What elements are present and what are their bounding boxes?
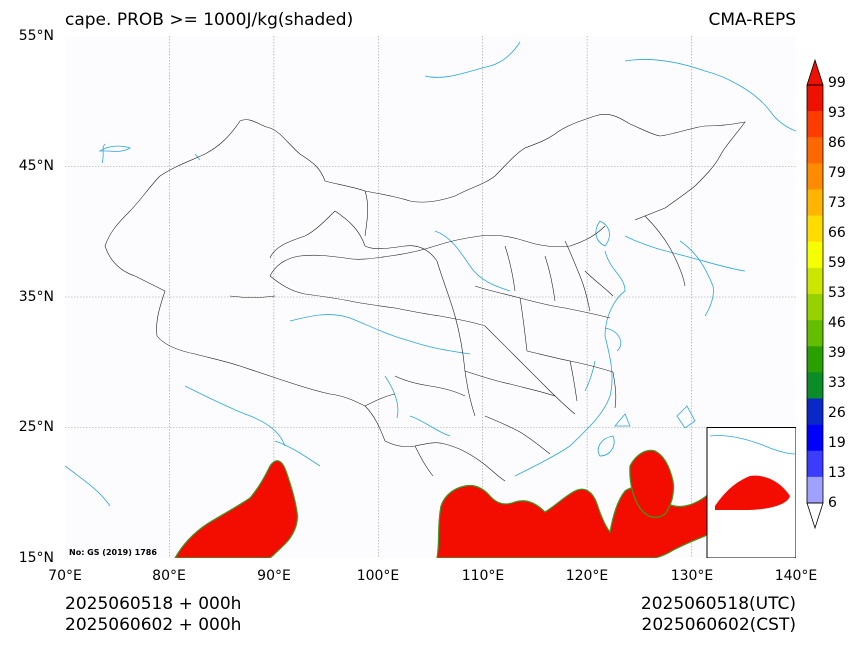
colorbar-band <box>807 215 823 243</box>
coastlines <box>65 41 796 507</box>
map-approval-number: No: GS (2019) 1786 <box>69 548 157 557</box>
colorbar-label-26: 26 <box>828 405 846 421</box>
colorbar-band <box>807 320 823 347</box>
colorbar-band <box>807 137 823 164</box>
lon-tick-70: 70°E <box>48 568 82 584</box>
model-name: CMA-REPS <box>708 10 796 30</box>
colorbar-band <box>807 294 823 321</box>
colorbar-label-99: 99 <box>828 75 846 91</box>
colorbar-label-93: 93 <box>828 105 846 121</box>
colorbar-band <box>807 189 823 216</box>
colorbar-label-79: 79 <box>828 165 846 181</box>
lon-tick-110: 110°E <box>461 568 505 584</box>
colorbar-band <box>807 398 823 425</box>
colorbar <box>806 58 824 530</box>
colorbar-label-19: 19 <box>828 435 846 451</box>
init-time-cst: 2025060602 + 000h <box>65 615 242 635</box>
lon-tick-130: 130°E <box>670 568 714 584</box>
colorbar-band <box>807 85 823 112</box>
lon-tick-90: 90°E <box>257 568 291 584</box>
colorbar-band <box>807 424 823 452</box>
colorbar-band <box>807 450 823 478</box>
lat-tick-25: 25°N <box>18 419 54 435</box>
colorbar-band <box>807 372 823 399</box>
colorbar-band <box>807 163 823 190</box>
init-forecast-times: 2025060518 + 000h 2025060602 + 000h <box>65 594 241 636</box>
colorbar-label-66: 66 <box>828 225 846 241</box>
map-title: cape. PROB >= 1000J/kg(shaded) <box>65 10 354 30</box>
colorbar-band <box>807 346 823 373</box>
lat-tick-15: 15°N <box>18 550 54 566</box>
inset-map <box>706 427 796 558</box>
lon-tick-120: 120°E <box>565 568 609 584</box>
colorbar-label-6: 6 <box>828 495 837 511</box>
colorbar-band <box>807 267 823 295</box>
lon-tick-100: 100°E <box>356 568 400 584</box>
colorbar-label-73: 73 <box>828 195 846 211</box>
colorbar-label-46: 46 <box>828 315 846 331</box>
colorbar-label-53: 53 <box>828 285 846 301</box>
lat-tick-35: 35°N <box>18 289 54 305</box>
colorbar-label-13: 13 <box>828 465 846 481</box>
map-area <box>65 36 796 558</box>
colorbar-label-33: 33 <box>828 375 846 391</box>
colorbar-band <box>807 241 823 269</box>
gridlines <box>65 36 796 558</box>
valid-time-cst: 2025060602(CST) <box>641 615 796 635</box>
colorbar-label-39: 39 <box>828 345 846 361</box>
init-time-utc: 2025060518 + 000h <box>65 594 242 614</box>
lat-tick-55: 55°N <box>18 28 54 44</box>
valid-times: 2025060518(UTC) 2025060602(CST) <box>641 594 796 636</box>
lon-tick-80: 80°E <box>152 568 186 584</box>
lon-tick-140: 140°E <box>774 568 818 584</box>
colorbar-band <box>807 476 823 504</box>
valid-time-utc: 2025060518(UTC) <box>640 594 796 614</box>
colorbar-label-86: 86 <box>828 135 846 151</box>
colorbar-band <box>807 111 823 138</box>
lat-tick-45: 45°N <box>18 158 54 174</box>
colorbar-label-59: 59 <box>828 255 846 271</box>
borders <box>104 113 746 482</box>
